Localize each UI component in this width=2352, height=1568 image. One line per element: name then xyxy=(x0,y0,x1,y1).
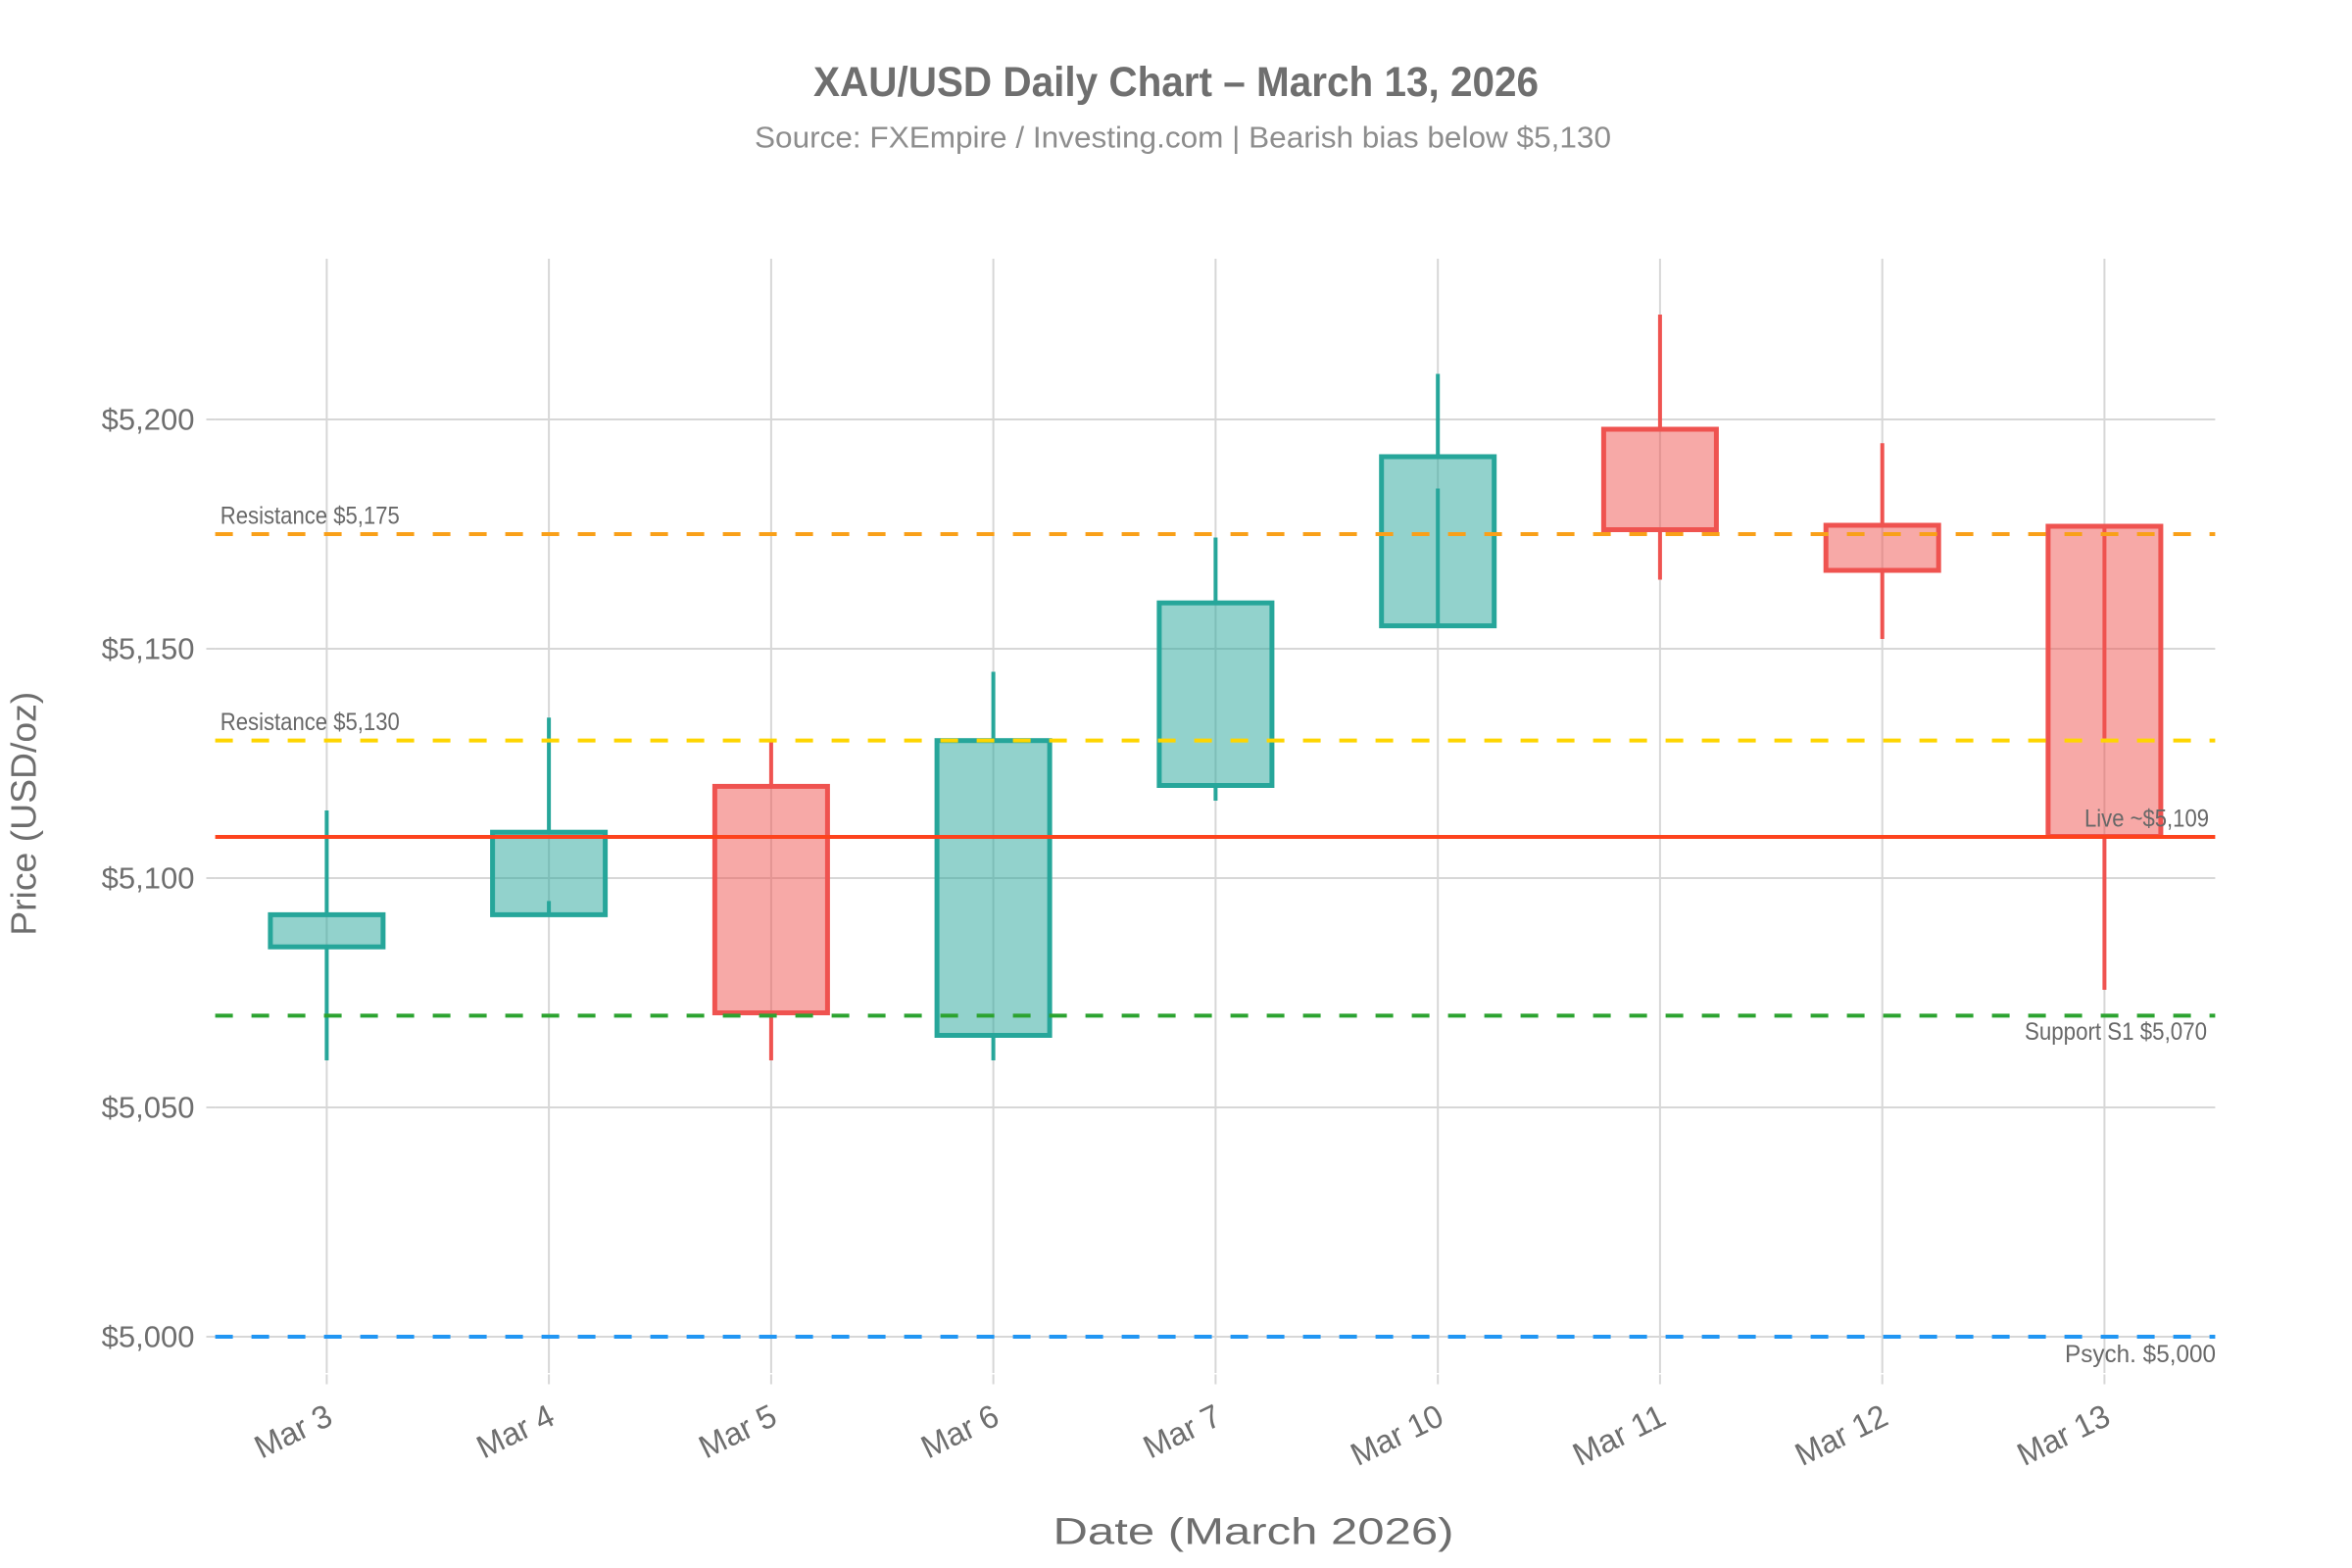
svg-text:Live ~$5,109: Live ~$5,109 xyxy=(2084,806,2209,833)
svg-text:Mar 3: Mar 3 xyxy=(249,1397,338,1466)
svg-text:$5,150: $5,150 xyxy=(102,632,195,666)
svg-text:XAU/USD Daily Chart – March 13: XAU/USD Daily Chart – March 13, 2026 xyxy=(813,60,1539,106)
svg-text:$5,200: $5,200 xyxy=(102,403,195,437)
svg-text:Mar 12: Mar 12 xyxy=(1789,1397,1893,1473)
svg-text:Resistance $5,130: Resistance $5,130 xyxy=(220,709,400,736)
svg-text:Mar 11: Mar 11 xyxy=(1567,1397,1671,1473)
svg-text:Psych. $5,000: Psych. $5,000 xyxy=(2065,1341,2216,1368)
svg-text:Date (March 2026): Date (March 2026) xyxy=(1054,1512,1454,1553)
svg-text:Price (USD/oz): Price (USD/oz) xyxy=(4,692,44,936)
svg-text:Source: FXEmpire / Investing.c: Source: FXEmpire / Investing.com | Beari… xyxy=(755,121,1611,155)
svg-text:Mar 5: Mar 5 xyxy=(693,1397,782,1466)
svg-text:Mar 7: Mar 7 xyxy=(1138,1397,1227,1466)
svg-text:$5,000: $5,000 xyxy=(102,1320,195,1354)
svg-text:Mar 13: Mar 13 xyxy=(2011,1397,2115,1473)
svg-text:Mar 10: Mar 10 xyxy=(1345,1397,1448,1473)
svg-text:Support S1 $5,070: Support S1 $5,070 xyxy=(2025,1018,2207,1046)
svg-text:$5,100: $5,100 xyxy=(102,861,195,896)
svg-text:Mar 6: Mar 6 xyxy=(915,1397,1004,1466)
svg-text:$5,050: $5,050 xyxy=(102,1091,195,1125)
svg-text:Resistance $5,175: Resistance $5,175 xyxy=(220,503,400,530)
svg-text:Mar 4: Mar 4 xyxy=(470,1397,560,1466)
